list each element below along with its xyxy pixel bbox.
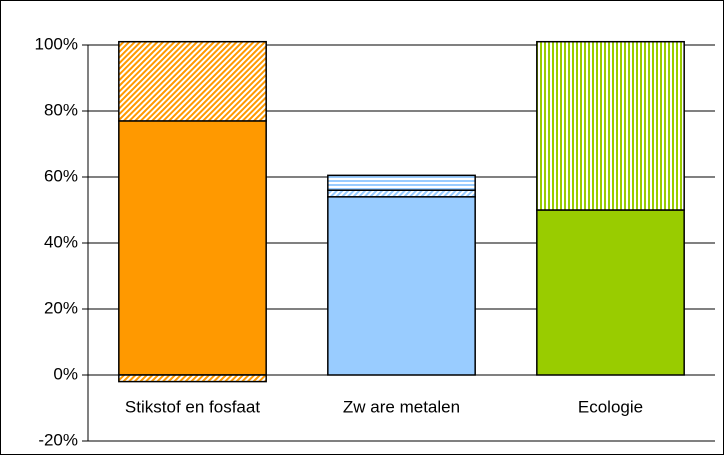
bar-segment bbox=[536, 40, 685, 211]
bar-segment bbox=[536, 209, 685, 376]
bar-segment bbox=[327, 174, 476, 191]
x-tick-label: Ecologie bbox=[578, 397, 643, 416]
y-tick-label: 0% bbox=[53, 364, 78, 383]
y-tick-label: 60% bbox=[44, 166, 78, 185]
y-tick-label: 40% bbox=[44, 232, 78, 251]
y-tick-label: 100% bbox=[35, 34, 78, 53]
y-tick-label: -20% bbox=[38, 430, 78, 449]
bar-segment bbox=[327, 189, 476, 198]
x-tick-label: Stikstof en fosfaat bbox=[125, 397, 260, 416]
y-tick-label: 20% bbox=[44, 298, 78, 317]
bar-segment bbox=[327, 196, 476, 376]
bar-segment bbox=[118, 374, 267, 383]
bar-segment bbox=[118, 120, 267, 376]
bar-segment bbox=[118, 40, 267, 122]
y-tick-label: 80% bbox=[44, 100, 78, 119]
x-tick-label: Zw are metalen bbox=[343, 397, 460, 416]
